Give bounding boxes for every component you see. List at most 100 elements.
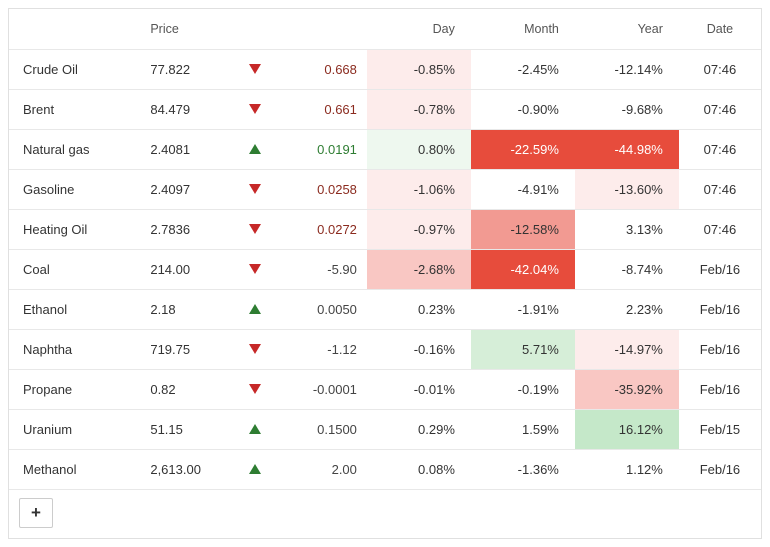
date-cell: 07:46	[679, 209, 761, 249]
change-cell: 0.0050	[277, 289, 367, 329]
header-date[interactable]: Date	[679, 9, 761, 49]
table-row: Ethanol2.180.00500.23%-1.91%2.23%Feb/16	[9, 289, 761, 329]
price-cell: 2.18	[140, 289, 233, 329]
arrow-down-icon	[249, 384, 261, 394]
direction-cell	[233, 329, 277, 369]
year-pct-cell: 16.12%	[575, 409, 679, 449]
table-row: Brent84.4790.661-0.78%-0.90%-9.68%07:46	[9, 89, 761, 129]
header-day[interactable]: Day	[367, 9, 471, 49]
commodity-link[interactable]: Natural gas	[23, 142, 89, 157]
date-cell: Feb/15	[679, 409, 761, 449]
price-cell: 214.00	[140, 249, 233, 289]
year-pct-cell: -35.92%	[575, 369, 679, 409]
commodity-link[interactable]: Heating Oil	[23, 222, 87, 237]
day-pct-cell: -0.97%	[367, 209, 471, 249]
year-pct-cell: -12.14%	[575, 49, 679, 89]
commodities-table-container: Price Day Month Year Date Crude Oil 77.82…	[8, 8, 762, 539]
price-cell: 2.4081	[140, 129, 233, 169]
header-change	[277, 9, 367, 49]
day-pct-cell: -0.16%	[367, 329, 471, 369]
day-pct-cell: -1.06%	[367, 169, 471, 209]
direction-cell	[233, 129, 277, 169]
direction-cell	[233, 249, 277, 289]
table-row: Heating Oil2.78360.0272-0.97%-12.58%3.13…	[9, 209, 761, 249]
table-row: Gasoline2.40970.0258-1.06%-4.91%-13.60%0…	[9, 169, 761, 209]
change-cell: -5.90	[277, 249, 367, 289]
commodity-link[interactable]: Ethanol	[23, 302, 67, 317]
change-cell: 0.0272	[277, 209, 367, 249]
year-pct-cell: -14.97%	[575, 329, 679, 369]
commodity-link[interactable]: Propane	[23, 382, 72, 397]
price-cell: 0.82	[140, 369, 233, 409]
arrow-down-icon	[249, 224, 261, 234]
add-button[interactable]: +	[19, 498, 53, 528]
direction-cell	[233, 209, 277, 249]
month-pct-cell: -0.90%	[471, 89, 575, 129]
price-cell: 2,613.00	[140, 449, 233, 489]
arrow-down-icon	[249, 184, 261, 194]
date-cell: Feb/16	[679, 289, 761, 329]
year-pct-cell: -13.60%	[575, 169, 679, 209]
day-pct-cell: 0.08%	[367, 449, 471, 489]
price-cell: 2.4097	[140, 169, 233, 209]
table-row: Methanol2,613.002.000.08%-1.36%1.12%Feb/…	[9, 449, 761, 489]
footer-row: +	[9, 489, 761, 538]
arrow-down-icon	[249, 64, 261, 74]
change-cell: -1.12	[277, 329, 367, 369]
price-cell: 719.75	[140, 329, 233, 369]
arrow-down-icon	[249, 344, 261, 354]
header-month[interactable]: Month	[471, 9, 575, 49]
year-pct-cell: -8.74%	[575, 249, 679, 289]
date-cell: 07:46	[679, 129, 761, 169]
commodity-link[interactable]: Crude Oil	[23, 62, 78, 77]
year-pct-cell: -9.68%	[575, 89, 679, 129]
commodity-link[interactable]: Methanol	[23, 462, 76, 477]
month-pct-cell: -22.59%	[471, 129, 575, 169]
header-arrow	[233, 9, 277, 49]
plus-icon: +	[31, 503, 41, 523]
month-pct-cell: -2.45%	[471, 49, 575, 89]
date-cell: 07:46	[679, 169, 761, 209]
commodity-link[interactable]: Gasoline	[23, 182, 74, 197]
price-cell: 51.15	[140, 409, 233, 449]
arrow-up-icon	[249, 464, 261, 474]
header-row: Price Day Month Year Date	[9, 9, 761, 49]
month-pct-cell: 1.59%	[471, 409, 575, 449]
price-cell: 84.479	[140, 89, 233, 129]
price-cell: 77.822	[140, 49, 233, 89]
day-pct-cell: -0.85%	[367, 49, 471, 89]
year-pct-cell: 3.13%	[575, 209, 679, 249]
commodity-link[interactable]: Brent	[23, 102, 54, 117]
table-row: Coal214.00-5.90-2.68%-42.04%-8.74%Feb/16	[9, 249, 761, 289]
arrow-up-icon	[249, 304, 261, 314]
header-name[interactable]	[9, 9, 140, 49]
header-year[interactable]: Year	[575, 9, 679, 49]
change-cell: -0.0001	[277, 369, 367, 409]
arrow-up-icon	[249, 424, 261, 434]
price-cell: 2.7836	[140, 209, 233, 249]
change-cell: 0.668	[277, 49, 367, 89]
date-cell: Feb/16	[679, 329, 761, 369]
day-pct-cell: -0.78%	[367, 89, 471, 129]
table-row: Naphtha 719.75 -1.12-0.16%5.71%-14.97%Feb/…	[9, 329, 761, 369]
header-price[interactable]: Price	[140, 9, 233, 49]
day-pct-cell: 0.29%	[367, 409, 471, 449]
change-cell: 0.0191	[277, 129, 367, 169]
arrow-down-icon	[249, 264, 261, 274]
commodity-link[interactable]: Coal	[23, 262, 50, 277]
year-pct-cell: -44.98%	[575, 129, 679, 169]
arrow-up-icon	[249, 144, 261, 154]
month-pct-cell: -1.36%	[471, 449, 575, 489]
month-pct-cell: -4.91%	[471, 169, 575, 209]
date-cell: 07:46	[679, 49, 761, 89]
month-pct-cell: 5.71%	[471, 329, 575, 369]
date-cell: Feb/16	[679, 449, 761, 489]
direction-cell	[233, 289, 277, 329]
commodity-link[interactable]: Naphtha	[23, 342, 72, 357]
change-cell: 2.00	[277, 449, 367, 489]
direction-cell	[233, 49, 277, 89]
direction-cell	[233, 169, 277, 209]
commodity-link[interactable]: Uranium	[23, 422, 72, 437]
table-row: Crude Oil 77.822 0.668-0.85%-2.45%-12.14%0…	[9, 49, 761, 89]
day-pct-cell: 0.80%	[367, 129, 471, 169]
